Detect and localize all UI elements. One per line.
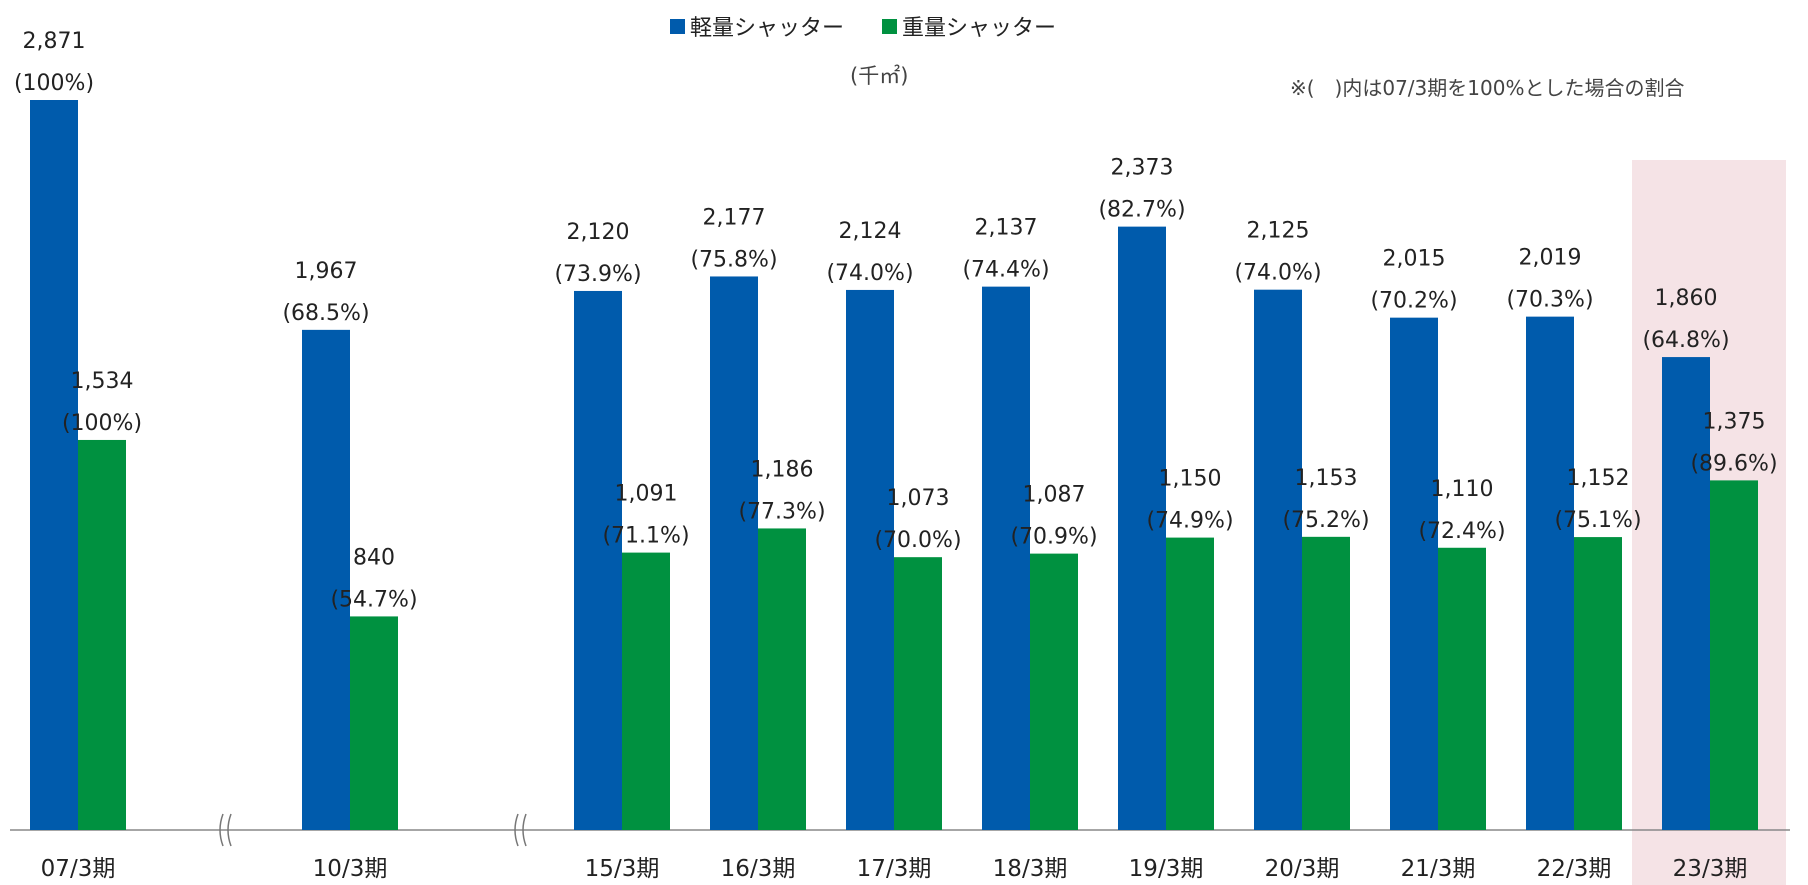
x-tick-label: 23/3期 xyxy=(1673,856,1748,882)
value-label-heavy: 1,091 xyxy=(615,482,678,507)
pct-label-light: (70.3%) xyxy=(1506,288,1593,313)
bar-heavy-shutter xyxy=(350,616,398,830)
value-label-light: 2,120 xyxy=(567,220,630,245)
pct-label-heavy: (77.3%) xyxy=(738,499,825,524)
bar-heavy-shutter xyxy=(1574,537,1622,830)
pct-label-light: (75.8%) xyxy=(690,247,777,272)
bar-heavy-shutter xyxy=(1302,536,1350,830)
value-label-light: 2,124 xyxy=(839,219,902,244)
pct-label-light: (100%) xyxy=(14,71,94,96)
bar-heavy-shutter xyxy=(894,557,942,830)
pct-label-light: (74.0%) xyxy=(1234,261,1321,286)
bar-light-shutter xyxy=(302,329,350,830)
x-tick-label: 20/3期 xyxy=(1265,856,1340,882)
pct-label-heavy: (89.6%) xyxy=(1690,451,1777,476)
bar-light-shutter xyxy=(1254,289,1302,830)
x-tick-label: 18/3期 xyxy=(993,856,1068,882)
x-tick-label: 22/3期 xyxy=(1537,856,1612,882)
value-label-light: 1,967 xyxy=(295,259,358,284)
bar-heavy-shutter xyxy=(758,528,806,830)
pct-label-light: (70.2%) xyxy=(1370,289,1457,314)
bar-light-shutter xyxy=(1390,317,1438,831)
axis-break-mark xyxy=(219,813,224,847)
bar-light-shutter xyxy=(1118,226,1166,830)
value-label-heavy: 1,087 xyxy=(1023,483,1086,508)
legend-swatch-heavy xyxy=(882,18,898,34)
x-tick-label: 10/3期 xyxy=(313,856,388,882)
legend: 軽量シャッター 重量シャッター xyxy=(670,10,1094,42)
value-label-heavy: 1,110 xyxy=(1431,477,1494,502)
value-label-light: 2,125 xyxy=(1247,219,1310,244)
pct-label-light: (73.9%) xyxy=(554,262,641,287)
value-label-heavy: 840 xyxy=(353,545,395,570)
unit-label: (千㎡) xyxy=(850,64,909,88)
pct-label-heavy: (72.4%) xyxy=(1418,519,1505,544)
legend-swatch-light xyxy=(670,18,685,34)
axis-break-mark xyxy=(514,813,519,847)
pct-label-heavy: (70.9%) xyxy=(1010,525,1097,550)
x-tick-label: 15/3期 xyxy=(585,856,660,882)
legend-item-light-shutter: 軽量シャッター xyxy=(670,10,844,42)
value-label-light: 2,177 xyxy=(703,205,766,230)
bar-heavy-shutter xyxy=(1030,553,1078,830)
x-tick-label: 07/3期 xyxy=(41,856,116,882)
value-label-heavy: 1,153 xyxy=(1295,466,1358,491)
pct-label-heavy: (70.0%) xyxy=(874,528,961,553)
legend-label-light: 軽量シャッター xyxy=(690,16,845,41)
x-tick-label: 19/3期 xyxy=(1129,856,1204,882)
axis-break-mark xyxy=(227,813,232,847)
value-label-light: 2,373 xyxy=(1111,156,1174,181)
pct-label-heavy: (75.1%) xyxy=(1554,508,1641,533)
pct-label-heavy: (75.2%) xyxy=(1282,508,1369,533)
pct-label-heavy: (74.9%) xyxy=(1146,509,1233,534)
x-tick-label: 16/3期 xyxy=(721,856,796,882)
pct-label-light: (82.7%) xyxy=(1098,198,1185,223)
value-label-light: 2,019 xyxy=(1519,246,1582,271)
value-label-heavy: 1,375 xyxy=(1703,409,1766,434)
value-label-light: 1,860 xyxy=(1655,286,1718,311)
bar-heavy-shutter xyxy=(1438,547,1486,830)
bar-heavy-shutter xyxy=(1710,480,1758,830)
bar-light-shutter xyxy=(1662,357,1710,830)
legend-item-heavy-shutter: 重量シャッター xyxy=(882,10,1056,42)
value-label-heavy: 1,186 xyxy=(751,457,814,482)
pct-label-heavy: (71.1%) xyxy=(602,524,689,549)
bar-heavy-shutter xyxy=(622,552,670,830)
pct-label-light: (64.8%) xyxy=(1642,328,1729,353)
chart-note: ※( )内は07/3期を100%とした場合の割合 xyxy=(1290,76,1685,100)
value-label-light: 2,871 xyxy=(23,29,86,54)
bar-light-shutter xyxy=(710,276,758,830)
bar-light-shutter xyxy=(846,289,894,830)
pct-label-light: (68.5%) xyxy=(282,301,369,326)
pct-label-light: (74.4%) xyxy=(962,258,1049,283)
pct-label-heavy: (100%) xyxy=(62,411,142,436)
bar-light-shutter xyxy=(574,290,622,831)
bar-light-shutter xyxy=(30,100,78,830)
value-label-light: 2,137 xyxy=(975,216,1038,241)
value-label-heavy: 1,152 xyxy=(1567,466,1630,491)
x-tick-label: 17/3期 xyxy=(857,856,932,882)
value-label-heavy: 1,073 xyxy=(887,486,950,511)
value-label-heavy: 1,534 xyxy=(71,369,134,394)
pct-label-light: (74.0%) xyxy=(826,261,913,286)
bar-heavy-shutter xyxy=(78,439,126,830)
bar-light-shutter xyxy=(1526,316,1574,830)
legend-label-heavy: 重量シャッター xyxy=(902,16,1057,41)
pct-label-heavy: (54.7%) xyxy=(330,587,417,612)
bar-light-shutter xyxy=(982,286,1030,830)
bar-heavy-shutter xyxy=(1166,537,1214,830)
axis-break-mark xyxy=(522,813,527,847)
value-label-light: 2,015 xyxy=(1383,247,1446,272)
x-tick-label: 21/3期 xyxy=(1401,856,1476,882)
value-label-heavy: 1,150 xyxy=(1159,467,1222,492)
